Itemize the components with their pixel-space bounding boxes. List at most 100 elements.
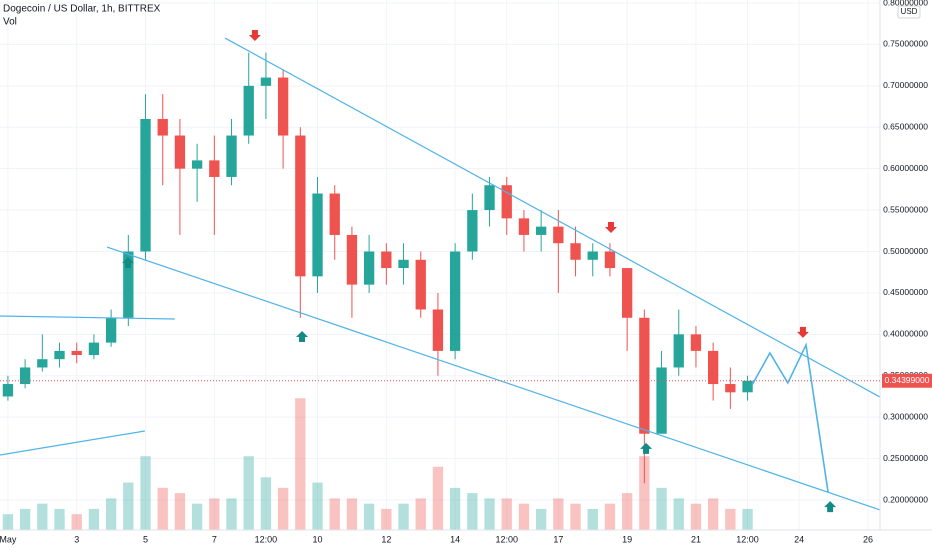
x-tick-label: 12	[381, 534, 391, 544]
volume-bar	[209, 498, 220, 530]
candle-body	[54, 350, 65, 360]
currency-box	[897, 5, 921, 19]
volume-label: Vol	[3, 17, 17, 28]
candle-body	[105, 317, 117, 343]
volume-bar	[639, 456, 650, 530]
y-tick-label: 0.60000000	[883, 163, 928, 173]
candle-body	[742, 380, 753, 393]
y-tick-label: 0.50000000	[883, 246, 928, 256]
candle-body	[295, 135, 306, 277]
candle-body	[140, 118, 151, 252]
x-tick-label: 24	[794, 534, 804, 544]
candle-body	[553, 226, 564, 244]
candle-body	[346, 234, 358, 285]
y-tick-label: 0.55000000	[883, 204, 928, 214]
candle-body	[191, 160, 203, 169]
volume-bar	[501, 498, 512, 530]
candle-body	[604, 251, 616, 269]
candle-body	[656, 367, 667, 434]
volume-bar	[243, 456, 254, 530]
volume-bar	[123, 482, 134, 530]
volume-bar	[432, 466, 444, 530]
chart-title: Dogecoin / US Dollar, 1h, BITTREX	[3, 4, 161, 15]
volume-bar	[363, 503, 375, 530]
buy-arrow	[296, 331, 309, 343]
x-tick-label: 26	[863, 534, 873, 544]
candle-body	[312, 193, 323, 277]
x-tick-label: 7	[212, 534, 217, 544]
y-tick-label: 0.25000000	[883, 453, 928, 463]
buy-arrow	[121, 257, 134, 269]
volume-bar	[725, 508, 736, 530]
volume-bar	[37, 503, 48, 530]
x-tick-label: 12:00	[495, 534, 518, 544]
volume-bar	[742, 508, 753, 530]
candle-body	[243, 85, 254, 136]
candle-body	[501, 185, 512, 219]
volume-bar	[587, 508, 598, 530]
x-tick-label: 3	[74, 534, 79, 544]
x-tick-label: 12:00	[255, 534, 278, 544]
trendline	[106, 246, 881, 511]
y-tick-label: 0.80000000	[883, 0, 928, 7]
volume-bar	[54, 508, 65, 530]
candle-body	[621, 268, 633, 318]
y-tick-label: 0.70000000	[883, 80, 928, 90]
volume-bar	[295, 398, 306, 530]
x-tick-label: 10	[313, 534, 323, 544]
volume-bar	[656, 487, 667, 530]
candle-body	[277, 77, 289, 136]
volume-bar	[105, 498, 117, 530]
candle-body	[570, 243, 581, 260]
candle-body	[690, 334, 702, 351]
buy-arrow	[640, 442, 653, 454]
y-tick-label: 0.40000000	[883, 329, 928, 339]
volume-bar	[621, 493, 633, 530]
candle-body	[535, 226, 547, 235]
x-tick-label: 21	[691, 534, 701, 544]
candle-body	[432, 309, 444, 351]
volume-bar	[535, 508, 547, 530]
candle-body	[673, 334, 684, 368]
y-tick-label: 0.75000000	[883, 39, 928, 49]
volume-bar	[174, 493, 186, 530]
candle-body	[174, 135, 186, 169]
x-tick-label: 12:00	[736, 534, 759, 544]
volume-bar	[518, 503, 530, 530]
sell-arrow	[604, 222, 617, 234]
volume-bar	[381, 508, 392, 530]
trendline	[0, 315, 175, 320]
volume-bar	[398, 503, 409, 530]
projection-path	[751, 342, 829, 493]
volume-bar	[467, 493, 478, 530]
volume-bar	[570, 503, 581, 530]
volume-bar	[71, 514, 82, 530]
candle-body	[226, 135, 237, 177]
candle-body	[2, 384, 14, 397]
candle-body	[329, 193, 340, 235]
volume-bar	[707, 498, 719, 530]
y-tick-label: 0.45000000	[883, 287, 928, 297]
candle-body	[381, 251, 392, 269]
candle-body	[71, 350, 82, 356]
candle-body	[518, 218, 530, 235]
volume-bar	[88, 508, 100, 530]
candle-body	[37, 359, 48, 368]
volume-bar	[484, 498, 495, 530]
volume-bar	[157, 487, 168, 530]
candle-body	[639, 317, 650, 434]
volume-bar	[673, 498, 684, 530]
candle-body	[707, 350, 719, 385]
x-tick-label: 17	[553, 534, 563, 544]
volume-bar	[19, 508, 31, 530]
candle-body	[484, 185, 495, 211]
x-tick-label: May	[0, 534, 17, 544]
volume-bar	[260, 477, 272, 530]
candle-body	[363, 251, 375, 285]
candle-body	[209, 160, 220, 177]
volume-bar	[226, 498, 237, 530]
trendline	[0, 430, 145, 456]
candle-body	[157, 118, 168, 136]
